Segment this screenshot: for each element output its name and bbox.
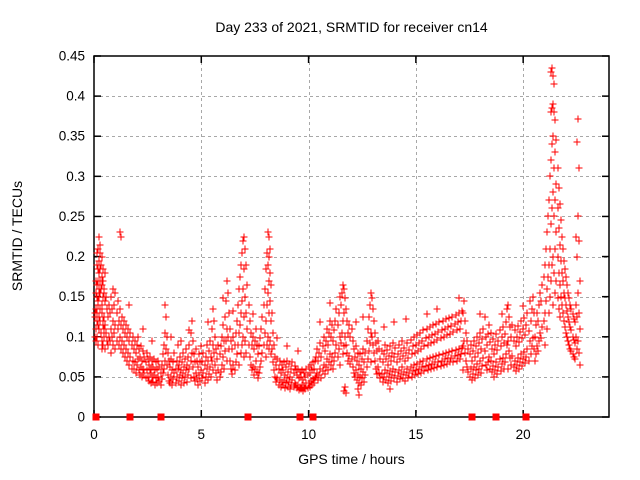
y-tick-label: 0.35: [59, 129, 85, 144]
x-tick-label: 20: [516, 427, 531, 442]
x-axis-label: GPS time / hours: [298, 451, 405, 467]
x-tick-label: 5: [198, 427, 206, 442]
zero-flag-square-marker: [157, 413, 165, 421]
zero-flag-square-marker: [492, 413, 500, 421]
y-tick-label: 0.4: [66, 89, 85, 104]
y-tick-label: 0.45: [59, 49, 85, 64]
data-points-plus-markers: [91, 64, 584, 399]
y-tick-label: 0.25: [59, 209, 85, 224]
zero-flag-square-marker: [244, 413, 252, 421]
zero-flag-square-marker: [522, 413, 530, 421]
plot-frame: [93, 55, 610, 418]
chart-title: Day 233 of 2021, SRMTID for receiver cn1…: [215, 19, 488, 35]
zero-flag-square-marker: [126, 413, 134, 421]
y-tick-label: 0.1: [66, 329, 85, 344]
zero-flag-square-marker: [92, 413, 100, 421]
y-tick-label: 0.2: [66, 249, 85, 264]
y-tick-label: 0.3: [66, 169, 85, 184]
y-tick-label: 0.15: [59, 289, 85, 304]
x-tick-label: 10: [301, 427, 316, 442]
zero-flag-square-marker: [296, 413, 304, 421]
y-tick-label: 0: [77, 410, 85, 425]
zero-flag-square-marker: [309, 413, 317, 421]
zero-flag-square-marker: [468, 413, 476, 421]
x-tick-label: 15: [408, 427, 423, 442]
y-tick-label: 0.05: [59, 369, 85, 384]
x-tick-label: 0: [90, 427, 98, 442]
